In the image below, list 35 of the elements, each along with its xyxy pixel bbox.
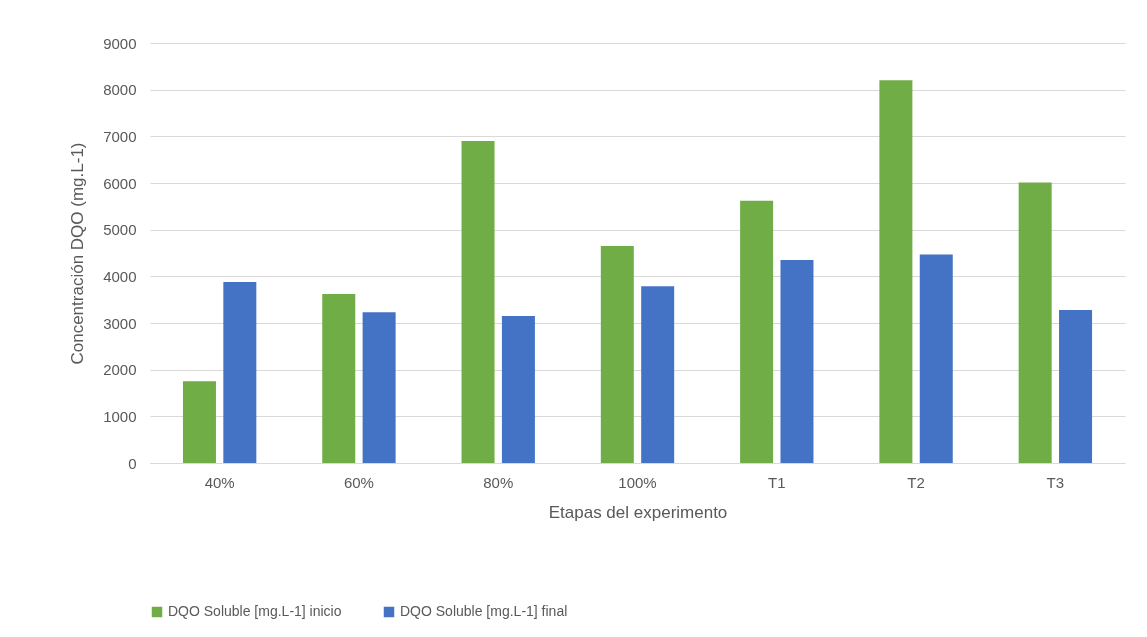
y-axis-title: Concentración DQO (mg.L-1) (68, 142, 88, 365)
legend-label: DQO Soluble [mg.L-1] inicio (168, 603, 342, 619)
x-tick-label: T2 (907, 473, 925, 491)
x-tick-label: T3 (1046, 473, 1065, 491)
bar (879, 80, 913, 463)
y-tick-label: 9000 (103, 34, 137, 52)
bar (1059, 309, 1093, 463)
x-tick-label: 60% (343, 473, 374, 491)
bar (740, 200, 774, 463)
y-tick-label: 7000 (103, 127, 137, 145)
bar (223, 281, 257, 463)
y-tick-label: 3000 (103, 314, 137, 332)
bar (322, 294, 356, 463)
y-tick-label: 0 (128, 454, 137, 472)
y-tick-label: 8000 (103, 81, 137, 99)
legend-label: DQO Soluble [mg.L-1] final (400, 603, 568, 619)
y-tick-label: 2000 (103, 361, 137, 379)
y-tick-label: 6000 (103, 174, 137, 192)
bar (182, 381, 216, 463)
bar (461, 141, 495, 463)
x-tick-label: 100% (618, 473, 657, 491)
bar (641, 286, 675, 463)
bar (600, 246, 634, 463)
y-tick-label: 5000 (103, 221, 137, 239)
y-tick-label: 1000 (103, 407, 137, 425)
x-tick-label: 80% (483, 473, 514, 491)
bar (780, 260, 814, 463)
y-tick-label: 4000 (103, 267, 137, 285)
bar (362, 312, 396, 463)
bar (919, 254, 953, 463)
x-axis-title: Etapas del experimento (548, 502, 728, 522)
bar (1018, 182, 1052, 463)
x-tick-label: T1 (768, 473, 786, 491)
x-tick-label: 40% (204, 473, 235, 491)
bar (501, 316, 535, 463)
